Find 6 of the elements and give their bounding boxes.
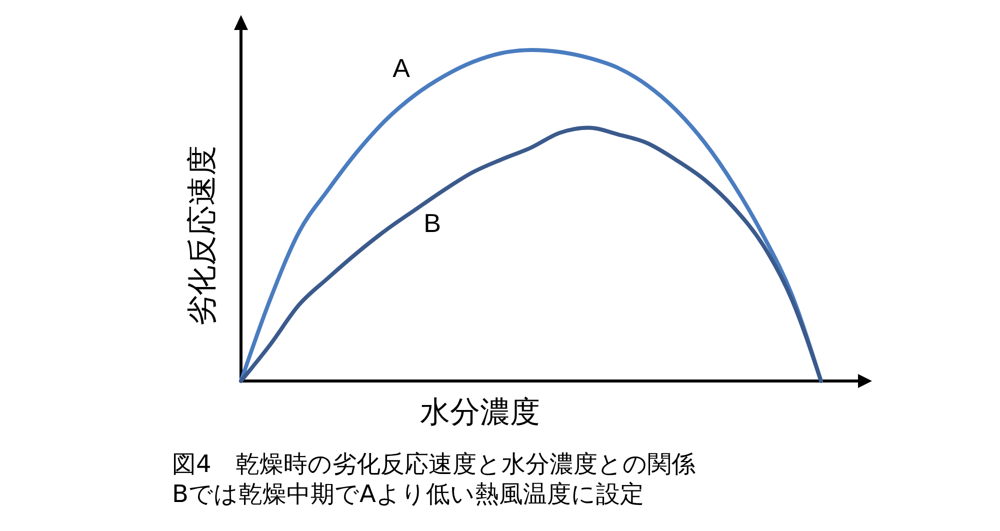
text: Bでは乾燥中期でAより低い熱風温度に設定 bbox=[172, 480, 644, 508]
series-label: A bbox=[392, 53, 411, 84]
series-label: B bbox=[424, 208, 441, 238]
y-axis-title: 劣化反応速度 bbox=[185, 146, 220, 326]
caption: 図4 乾燥時の劣化反応速度と水分濃度との関係 bbox=[172, 450, 696, 478]
x-axis-title: 水分濃度 bbox=[420, 395, 540, 430]
